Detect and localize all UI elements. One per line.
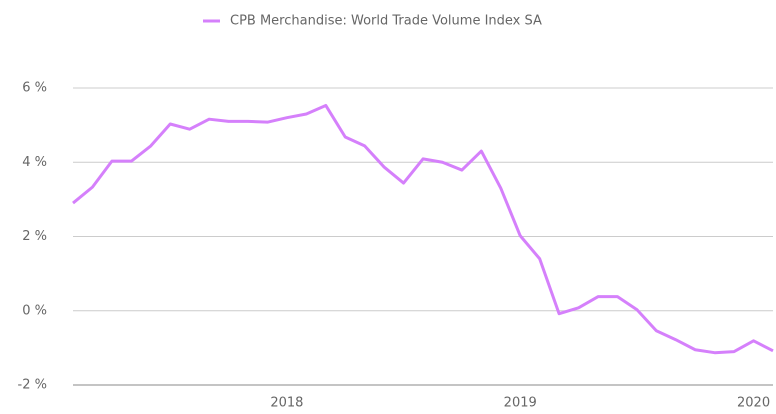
y-tick-label: -2 %	[18, 378, 47, 393]
y-tick-label: 0 %	[22, 303, 47, 318]
y-tick-label: 6 %	[22, 81, 47, 96]
y-tick-label: 2 %	[22, 229, 47, 244]
y-tick-label: 4 %	[22, 155, 47, 170]
legend-label: CPB Merchandise: World Trade Volume Inde…	[230, 14, 542, 29]
x-tick-label: 2020	[737, 396, 770, 411]
x-tick-label: 2019	[504, 396, 537, 411]
x-tick-label: 2018	[270, 396, 303, 411]
data-line	[72, 103, 774, 355]
